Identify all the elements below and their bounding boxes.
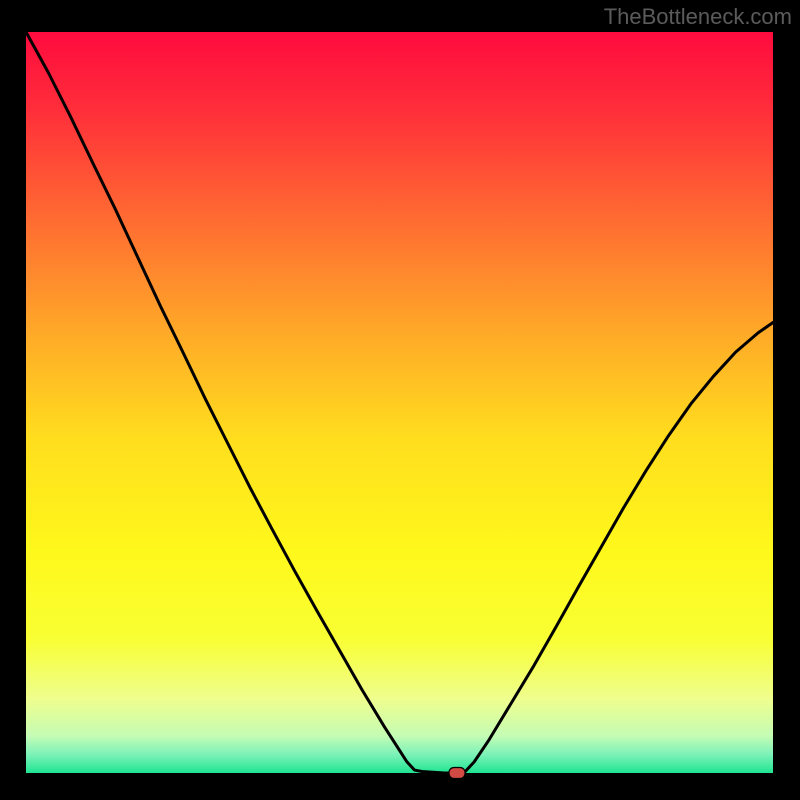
chart-container: TheBottleneck.com <box>0 0 800 800</box>
chart-svg <box>0 0 800 800</box>
minimum-marker <box>449 768 465 779</box>
plot-background <box>26 32 773 773</box>
watermark-text: TheBottleneck.com <box>604 4 792 30</box>
